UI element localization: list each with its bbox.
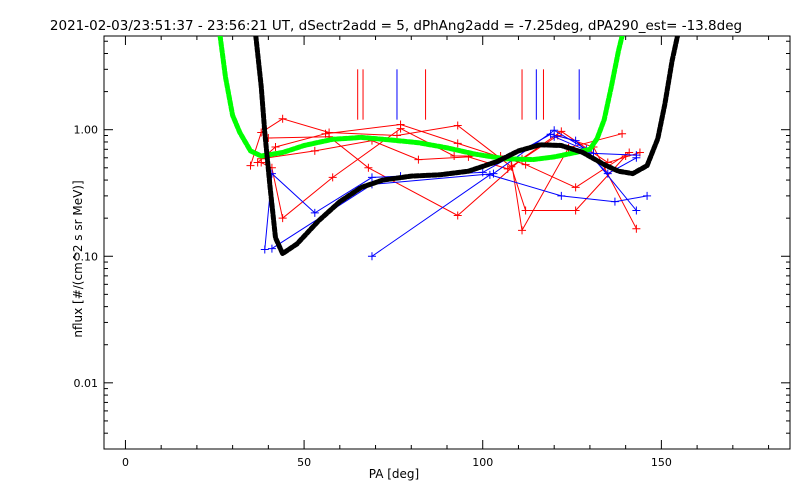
data-point: [503, 164, 512, 173]
data-point: [518, 226, 527, 235]
data-point: [328, 173, 337, 182]
data-point: [450, 151, 459, 160]
data-point: [253, 158, 262, 167]
data-point: [246, 161, 255, 170]
data-point: [550, 132, 559, 141]
x-tick-label: 150: [651, 456, 672, 469]
data-point: [367, 173, 376, 182]
series-line: [257, 123, 623, 232]
data-point: [453, 121, 462, 130]
x-tick-label: 0: [122, 456, 129, 469]
x-tick-label: 100: [472, 456, 493, 469]
data-point: [271, 142, 280, 151]
data-point: [278, 214, 287, 223]
data-point: [310, 146, 319, 155]
y-axis-label: nflux [#/(cm^2 s sr MeV)]: [71, 180, 85, 337]
data-point: [618, 129, 627, 138]
y-tick-label: 0.01: [74, 377, 99, 390]
series-line: [268, 130, 641, 217]
data-point: [364, 163, 373, 172]
y-tick-label: 1.00: [74, 124, 99, 137]
data-point: [260, 245, 269, 254]
chart-title: 2021-02-03/23:51:37 - 23:56:21 UT, dSect…: [50, 18, 742, 34]
data-point: [267, 244, 276, 253]
x-axis-label: PA [deg]: [369, 467, 419, 481]
data-point: [453, 139, 462, 148]
plot-frame: [103, 35, 791, 450]
series-line: [371, 174, 648, 257]
y-tick-label: 0.10: [74, 250, 99, 263]
data-point: [278, 114, 287, 123]
data-point: [485, 170, 494, 179]
data-point: [632, 224, 641, 233]
data-point: [453, 211, 462, 220]
data-point: [643, 191, 652, 200]
data-point: [521, 160, 530, 169]
data-point: [310, 208, 319, 217]
data-point: [414, 155, 423, 164]
data-point: [557, 191, 566, 200]
data-point: [632, 206, 641, 215]
plot-area: 0 50 100 150 0.01 0.10 1.00: [74, 35, 791, 469]
data-point: [571, 183, 580, 192]
fit-curve-black: [253, 36, 680, 257]
data-point: [521, 206, 530, 215]
data-point: [610, 197, 619, 206]
data-point: [367, 252, 376, 261]
data-point: [571, 206, 580, 215]
series-line: [250, 118, 626, 211]
fit-curve-green: [217, 36, 625, 163]
x-tick-label: 50: [297, 456, 311, 469]
data-point: [632, 151, 641, 160]
data-point: [396, 120, 405, 129]
